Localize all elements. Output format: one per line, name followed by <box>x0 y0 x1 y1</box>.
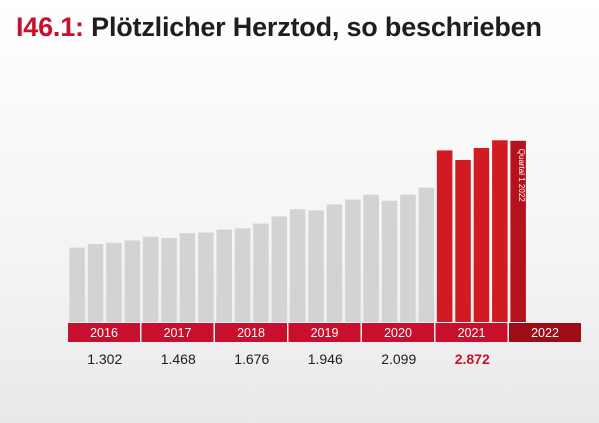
year-band-2018 <box>215 323 287 342</box>
year-band-2020 <box>362 323 434 342</box>
year-band-2019 <box>288 323 361 342</box>
bar-2017-q2 <box>161 238 177 322</box>
note-2022: Quartal 1 2022 <box>517 149 526 202</box>
bar-2019-q3 <box>326 204 343 322</box>
year-band-2017 <box>141 323 214 342</box>
bar-2018-q2 <box>234 228 251 322</box>
bar-2021-q4 <box>492 140 508 322</box>
bar-2018-q4 <box>271 216 288 322</box>
chart-title: I46.1: Plötzlicher Herztod, so beschrieb… <box>16 12 542 43</box>
total-label-2018: 1.676 <box>234 351 269 367</box>
total-label-2019: 1.946 <box>308 351 343 367</box>
bar-2018-q3 <box>253 223 269 322</box>
bar-2019-q4 <box>345 199 361 322</box>
bar-2018-q1 <box>216 229 232 322</box>
year-label-2022: 2022 <box>531 326 559 340</box>
bar-2016-q1 <box>69 247 85 322</box>
bar-2017-q1 <box>142 236 159 322</box>
year-label-2019: 2019 <box>311 326 339 340</box>
bar-2016-q2 <box>87 244 104 322</box>
bar-2021-q1 <box>436 150 453 322</box>
bar-2020-q3 <box>400 194 416 322</box>
year-band-2016 <box>68 323 140 342</box>
year-label-2016: 2016 <box>90 326 118 340</box>
bar-2020-q4 <box>418 187 435 322</box>
total-label-2017: 1.468 <box>161 351 196 367</box>
total-label-2016: 1.302 <box>87 351 122 367</box>
year-label-2020: 2020 <box>384 326 412 340</box>
year-band-2021 <box>435 323 508 342</box>
year-band-2022 <box>509 323 581 342</box>
bar-2019-q1 <box>289 209 306 322</box>
bar-2019-q2 <box>308 210 324 322</box>
bar-2016-q3 <box>106 242 122 322</box>
bar-2021-q3 <box>473 148 490 322</box>
bar-2017-q4 <box>198 232 214 322</box>
bar-2017-q3 <box>179 233 196 322</box>
bar-2020-q1 <box>363 194 379 322</box>
year-label-2018: 2018 <box>237 326 265 340</box>
total-label-2021: 2.872 <box>455 351 490 367</box>
year-label-2017: 2017 <box>164 326 192 340</box>
total-label-2020: 2.099 <box>381 351 416 367</box>
title-code: I46.1: <box>16 12 84 42</box>
bar-2016-q4 <box>124 240 141 322</box>
bar-2020-q2 <box>381 200 398 322</box>
bar-2022-q1 <box>510 140 526 322</box>
bar-2021-q2 <box>455 160 471 322</box>
title-text: Plötzlicher Herztod, so beschrieben <box>91 12 542 42</box>
year-label-2021: 2021 <box>458 326 486 340</box>
